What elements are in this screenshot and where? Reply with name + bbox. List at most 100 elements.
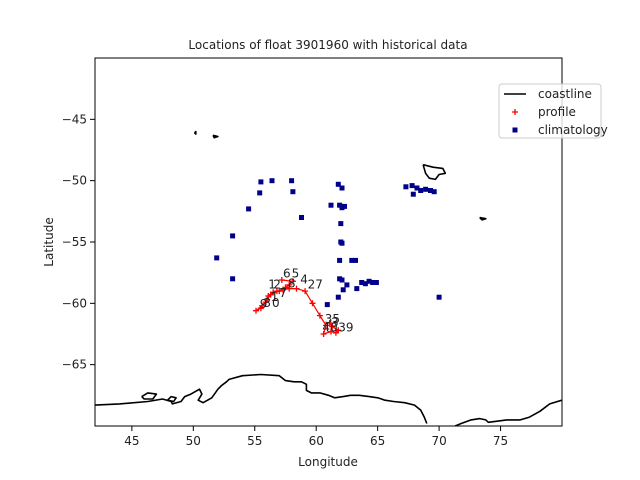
profile-point xyxy=(323,322,329,329)
profile-point xyxy=(264,296,271,303)
profile-label: 39 xyxy=(338,321,353,335)
profile-label: 8 xyxy=(288,276,296,290)
profile-point xyxy=(259,302,266,309)
climatology-point xyxy=(344,282,350,288)
y-tick-label: −45 xyxy=(62,112,87,126)
climatology-point xyxy=(338,221,344,227)
profile-label: 1 xyxy=(271,290,279,304)
climatology-point xyxy=(335,181,341,187)
profile-label: 3 xyxy=(263,296,271,310)
profile-point xyxy=(320,331,327,337)
climatology-point xyxy=(257,190,263,196)
climatology-point xyxy=(289,178,295,184)
coastline-segment xyxy=(454,399,562,426)
climatology-point xyxy=(246,206,252,212)
climatology-point xyxy=(342,203,347,209)
coastline-segment xyxy=(193,130,197,135)
profile-point xyxy=(329,323,336,330)
profile-label: 0 xyxy=(272,296,280,310)
profile-label: 7 xyxy=(279,286,287,300)
climatology-point xyxy=(339,277,345,283)
chart-title: Locations of float 3901960 with historic… xyxy=(188,38,467,52)
y-axis: −45 −50 −55 −60 −65 xyxy=(62,112,95,372)
plot-frame xyxy=(94,57,563,427)
climatology-point xyxy=(366,278,372,284)
profile-point xyxy=(302,288,309,295)
profile-point xyxy=(289,278,296,285)
x-tick-label: 60 xyxy=(309,434,324,448)
coastline-segment xyxy=(141,392,158,400)
profile-point xyxy=(278,277,285,283)
coastline-segment xyxy=(212,134,219,139)
profile-label: 6 xyxy=(283,267,291,281)
x-tick-label: 45 xyxy=(124,434,139,448)
profile-point xyxy=(328,328,334,335)
coastline-segment xyxy=(166,395,177,403)
x-axis: 45 50 55 60 65 70 75 xyxy=(124,426,508,448)
legend-box xyxy=(498,83,602,139)
legend-swatch-climatology xyxy=(512,127,518,133)
profile-label: 3 xyxy=(331,316,339,330)
climatology-point xyxy=(373,280,379,285)
climatology-point xyxy=(353,257,358,263)
climatology-point xyxy=(349,257,355,263)
profile-label: 2 xyxy=(273,278,281,292)
legend-label: profile xyxy=(538,105,576,119)
climatology-point xyxy=(423,186,429,192)
profile-point xyxy=(293,285,300,292)
y-tick-label: −60 xyxy=(62,296,87,310)
profile-point xyxy=(309,300,316,307)
profile-label: 35 xyxy=(325,312,340,326)
climatology-point xyxy=(339,240,345,246)
climatology-point xyxy=(409,183,415,189)
x-tick-label: 50 xyxy=(186,434,201,448)
climatology-point xyxy=(269,178,275,184)
climatology-point xyxy=(230,233,236,239)
profile-point xyxy=(273,288,280,295)
profile-point xyxy=(280,286,286,293)
legend-label: coastline xyxy=(538,87,592,101)
profile-point xyxy=(326,320,333,326)
x-tick-label: 65 xyxy=(370,434,385,448)
climatology-point xyxy=(258,179,264,185)
x-tick-label: 75 xyxy=(493,434,508,448)
profile-label: 40 xyxy=(322,321,337,335)
legend-label: climatology xyxy=(538,123,608,137)
climatology-point xyxy=(335,294,341,300)
profile-point xyxy=(335,327,342,334)
climatology-point xyxy=(340,287,346,293)
climatology-point xyxy=(370,280,376,285)
profile-point xyxy=(316,312,323,319)
profile-label: 9 xyxy=(260,297,268,311)
x-tick-label: 55 xyxy=(247,434,262,448)
climatology-point xyxy=(299,215,304,220)
legend: coastline profile climatology xyxy=(498,83,608,139)
y-tick-label: −55 xyxy=(62,235,87,249)
profile-point xyxy=(253,307,259,314)
x-axis-label: Longitude xyxy=(298,455,358,469)
y-tick-label: −50 xyxy=(62,174,87,188)
profile-label: 27 xyxy=(308,278,323,292)
climatology-point xyxy=(230,276,236,282)
climatology-point xyxy=(359,280,365,285)
climatology-point xyxy=(403,184,409,190)
climatology-point xyxy=(324,302,330,308)
climatology-point xyxy=(414,185,420,191)
coastline-segment xyxy=(479,216,487,221)
y-axis-label: Latitude xyxy=(42,217,56,266)
profile-point xyxy=(267,291,274,298)
climatology-point xyxy=(214,255,220,261)
profile-label: 5 xyxy=(292,267,300,281)
climatology-point xyxy=(410,191,416,197)
profile-label: 4 xyxy=(300,273,308,287)
climatology-point xyxy=(428,188,433,193)
climatology-point xyxy=(337,257,343,263)
climatology-point xyxy=(290,189,296,195)
x-tick-label: 70 xyxy=(431,434,446,448)
climatology-point xyxy=(354,286,360,292)
climatology-point xyxy=(431,189,437,195)
profile-label: 1 xyxy=(268,278,276,292)
legend-swatch-profile xyxy=(512,109,518,115)
climatology-point xyxy=(436,294,442,300)
